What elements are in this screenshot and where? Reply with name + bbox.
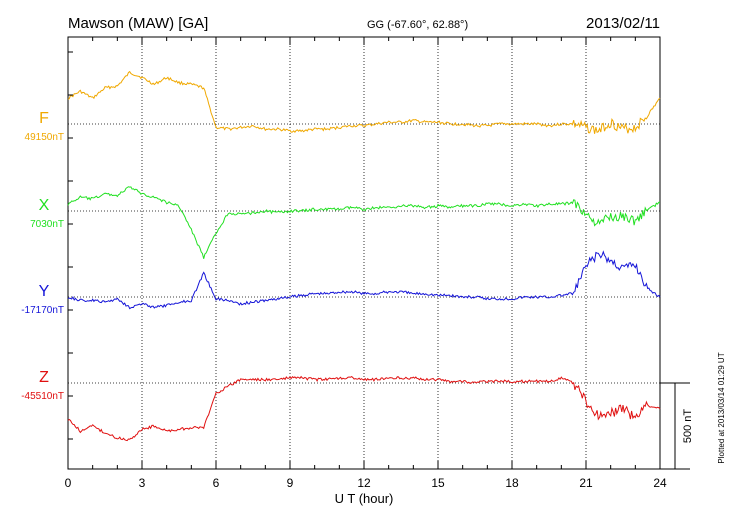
series-name-f: F xyxy=(39,110,49,127)
trace-y xyxy=(67,250,661,310)
scale-bar-label: 500 nT xyxy=(682,409,694,444)
x-tick-label: 0 xyxy=(65,476,72,490)
x-tick-label: 21 xyxy=(579,476,593,490)
geo-coordinates: GG (-67.60°, 62.88°) xyxy=(367,19,468,31)
component-traces xyxy=(67,70,661,442)
x-tick-label: 24 xyxy=(653,476,667,490)
baseline-value-z: -45510nT xyxy=(21,391,64,402)
trace-f xyxy=(67,70,661,134)
baseline-value-y: -17170nT xyxy=(21,305,64,316)
baseline-value-f: 49150nT xyxy=(25,132,64,143)
left-frame-ticks xyxy=(68,51,73,440)
station-title: Mawson (MAW) [GA] xyxy=(68,15,208,32)
x-axis-title: U T (hour) xyxy=(335,491,394,506)
x-tick-label: 15 xyxy=(431,476,445,490)
scale-bar: 500 nT xyxy=(660,382,694,470)
series-name-x: X xyxy=(39,197,50,214)
series-name-z: Z xyxy=(39,369,49,386)
vertical-grid xyxy=(141,37,587,469)
baseline-value-x: 7030nT xyxy=(30,219,64,230)
x-tick-label: 3 xyxy=(139,476,146,490)
date-label: 2013/02/11 xyxy=(586,15,660,32)
series-name-y: Y xyxy=(39,283,50,300)
x-tick-label: 12 xyxy=(357,476,371,490)
x-tick-label: 9 xyxy=(287,476,294,490)
x-tick-label: 6 xyxy=(213,476,220,490)
trace-x xyxy=(67,186,661,259)
x-tick-label: 18 xyxy=(505,476,519,490)
series-labels: F 49150nT X 7030nT Y -17170nT Z -45510nT xyxy=(21,110,64,402)
x-axis-ticks: 0 3 6 9 12 15 18 21 24 xyxy=(65,37,667,490)
trace-z xyxy=(67,375,661,442)
plotted-at-note: Plotted at 2013/03/14 01:29 UT xyxy=(717,352,726,463)
